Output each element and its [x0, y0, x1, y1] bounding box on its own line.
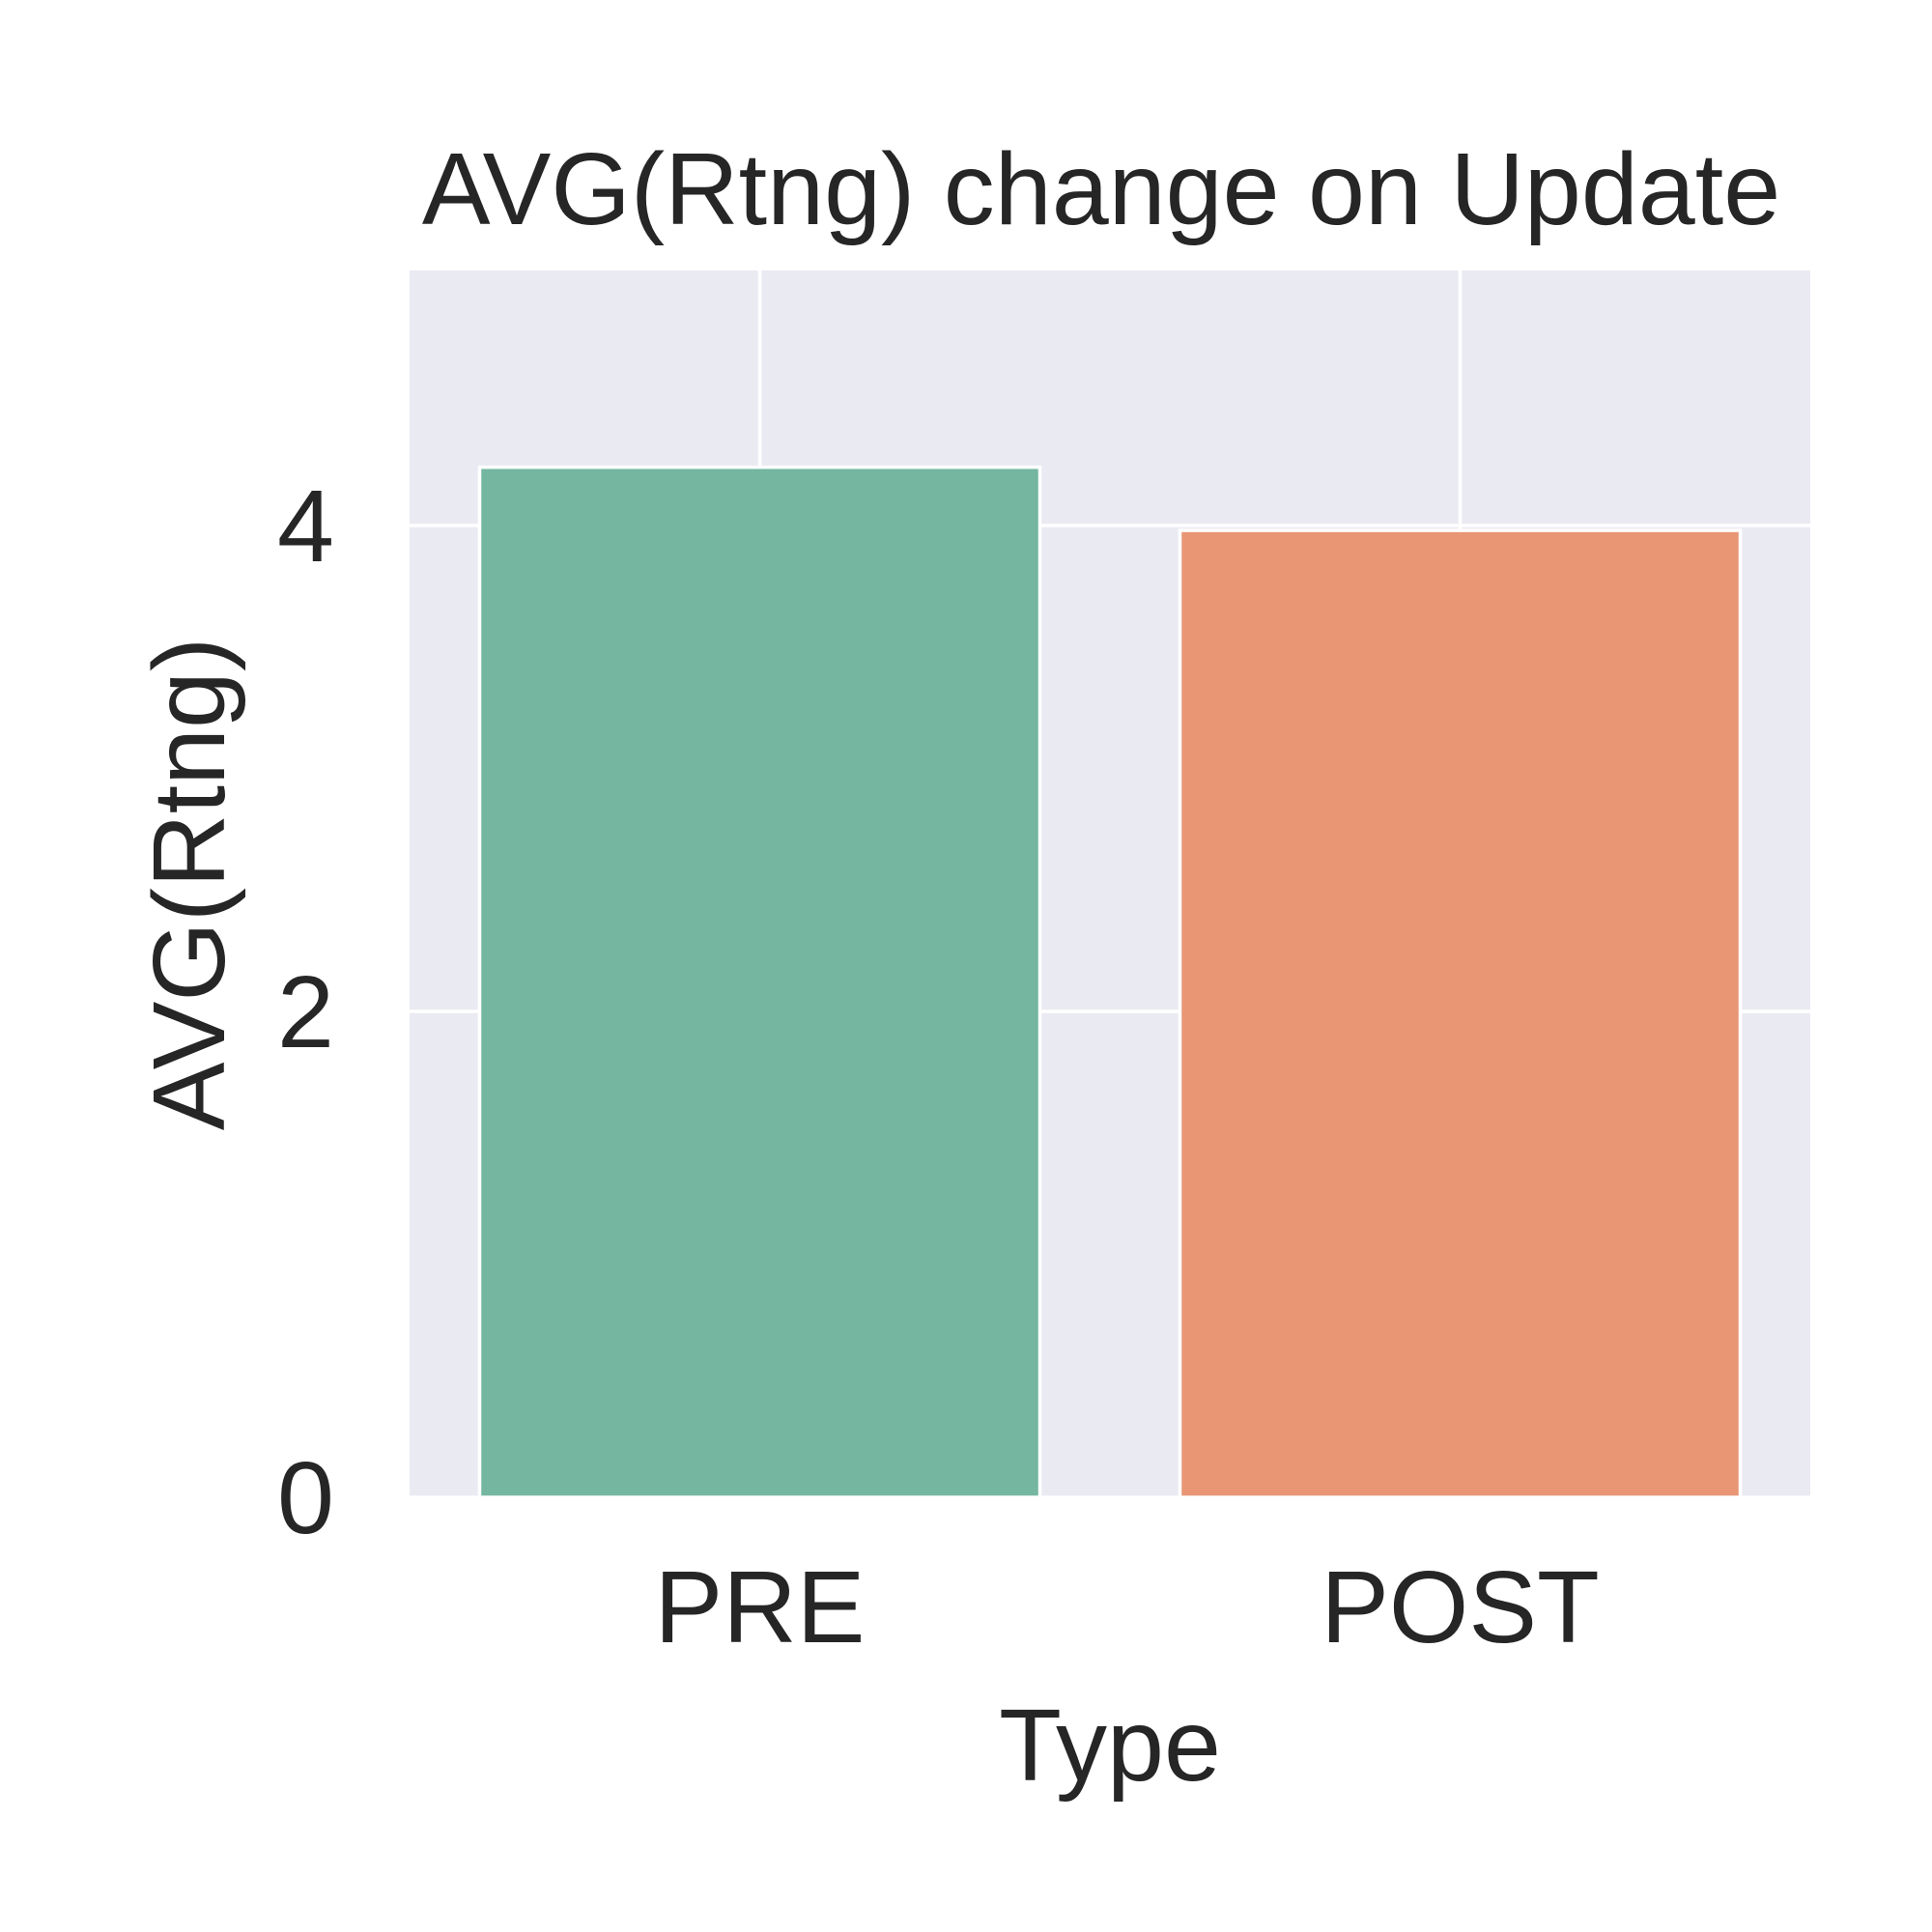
bars [477, 465, 1743, 1499]
x-axis-label: Type [999, 1689, 1221, 1803]
y-tick-label: 2 [277, 955, 334, 1069]
x-tick-labels: PRE POST [655, 1550, 1600, 1664]
x-tick-label: POST [1321, 1550, 1600, 1664]
bar-post [1178, 528, 1743, 1499]
y-tick-label: 4 [277, 469, 334, 583]
y-tick-labels: 0 2 4 [277, 469, 334, 1555]
x-tick-label: PRE [655, 1550, 866, 1664]
y-axis-label: AVG(Rtng) [132, 638, 246, 1131]
y-tick-label: 0 [277, 1441, 334, 1555]
bar-pre [477, 465, 1042, 1499]
chart-title: AVG(Rtng) change on Update [422, 132, 1780, 246]
